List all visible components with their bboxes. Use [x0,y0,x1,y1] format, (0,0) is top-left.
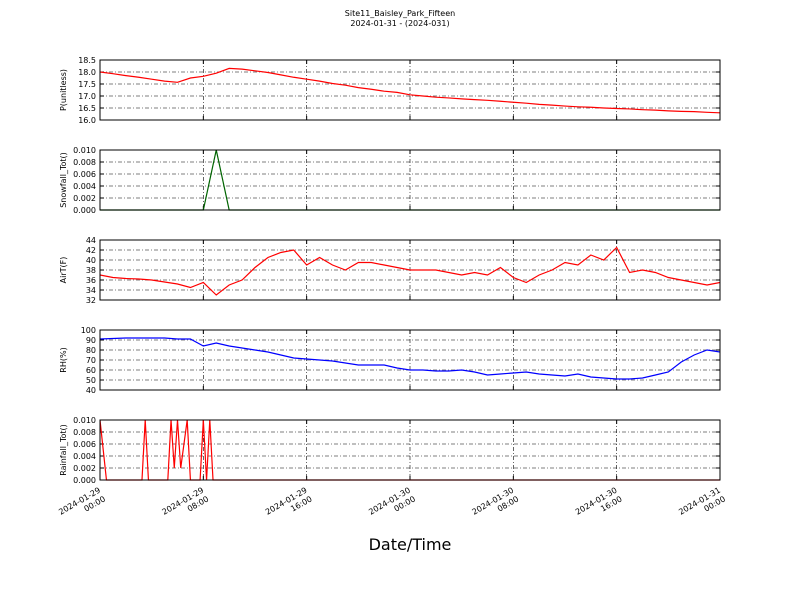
y-tick-label: 34 [86,286,96,295]
y-tick-label: 0.002 [73,464,96,473]
y-tick-label: 0.002 [73,194,96,203]
y-tick-label: 17.0 [78,92,96,101]
y-tick-label: 32 [86,296,96,305]
x-tick-label: 2024-01-3008:00 [471,486,521,526]
data-line [100,246,720,296]
y-tick-label: 50 [86,376,96,385]
x-tick-label: 2024-01-3100:00 [677,486,727,526]
y-tick-label: 90 [86,336,96,345]
y-tick-label: 36 [86,276,96,285]
y-tick-label: 40 [86,256,96,265]
y-tick-label: 0.006 [73,170,96,179]
y-tick-label: 0.004 [73,452,96,461]
y-axis-label: P(unitless) [59,69,68,111]
y-tick-label: 100 [81,326,96,335]
y-tick-label: 18.0 [78,68,96,77]
x-tick-label: 2024-01-3016:00 [574,486,624,526]
y-tick-label: 60 [86,366,96,375]
y-tick-label: 70 [86,356,96,365]
y-axis-label: Snowfall_Tot() [59,152,68,208]
data-line [100,67,720,114]
plot-frame [99,149,721,211]
y-tick-label: 0.008 [73,158,96,167]
chart-subtitle: 2024-01-31 - (2024-031) [350,19,449,28]
x-tick-label: 2024-01-3000:00 [367,486,417,526]
y-tick-label: 42 [86,246,96,255]
y-axis-label: AirT(F) [59,257,68,284]
y-tick-label: 0.010 [73,416,96,425]
y-tick-label: 16.5 [78,104,96,113]
data-line [100,419,720,481]
y-tick-label: 38 [86,266,96,275]
y-tick-label: 0.000 [73,206,96,215]
y-tick-label: 0.006 [73,440,96,449]
y-tick-label: 40 [86,386,96,395]
x-axis-label: Date/Time [369,535,452,554]
y-tick-label: 17.5 [78,80,96,89]
y-tick-label: 44 [86,236,96,245]
y-axis-label: RH(%) [59,347,68,372]
plot-frame [99,239,721,301]
plot-frame [99,419,721,481]
chart-title: Site11_Baisley_Park_Fifteen [345,9,455,18]
x-tick-label: 2024-01-2916:00 [264,486,314,526]
plot-frame [99,329,721,391]
x-tick-label: 2024-01-2900:00 [57,486,107,526]
y-tick-label: 16.0 [78,116,96,125]
y-tick-label: 0.010 [73,146,96,155]
x-tick-label: 2024-01-2908:00 [161,486,211,526]
y-tick-label: 0.008 [73,428,96,437]
y-axis-label: Rainfall_Tot() [59,424,68,476]
y-tick-label: 80 [86,346,96,355]
data-line [100,337,720,380]
plot-frame [99,59,721,121]
y-tick-label: 0.000 [73,476,96,485]
y-tick-label: 0.004 [73,182,96,191]
y-tick-label: 18.5 [78,56,96,65]
